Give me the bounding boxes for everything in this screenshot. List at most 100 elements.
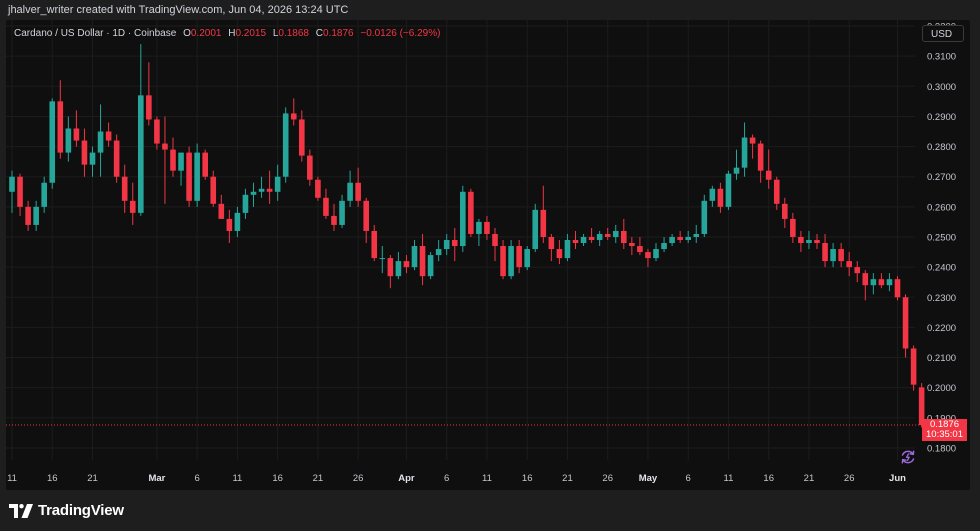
candle-body: [299, 119, 305, 156]
candle-body: [138, 95, 144, 213]
candle-body: [918, 387, 925, 426]
candle-body: [765, 170, 772, 180]
y-tick-label: 0.2400: [927, 263, 956, 274]
high-key: H: [228, 28, 236, 39]
candle-body: [572, 240, 579, 244]
candle-body: [492, 233, 498, 247]
candle-body: [315, 179, 321, 198]
candle-body: [387, 258, 394, 277]
candle-body: [894, 279, 901, 298]
x-tick-label: 21: [313, 473, 324, 484]
x-tick-label: 16: [47, 473, 58, 484]
x-tick-label: 26: [602, 473, 613, 484]
open-key: O: [183, 28, 191, 39]
chart-panel[interactable]: 0.1800 0.1900 0.2000 0.2100 0.2200 0.2300 0.24…: [6, 20, 970, 490]
x-tick-label: 21: [87, 473, 98, 484]
candle-body: [121, 176, 128, 201]
candle-body: [669, 236, 675, 244]
y-tick-label: 0.2600: [927, 202, 956, 213]
candle-body: [782, 203, 788, 219]
candlestick-chart[interactable]: 0.1800 0.1900 0.2000 0.2100 0.2200 0.2300 0.24…: [6, 20, 970, 490]
candle-body: [524, 249, 530, 268]
currency-button[interactable]: USD: [922, 25, 964, 42]
candle-body: [17, 176, 23, 207]
x-tick-label: 6: [444, 473, 449, 484]
candle-body: [460, 191, 466, 247]
low-key: L: [272, 28, 279, 39]
created-by-text: jhalver_writer created with TradingView.…: [8, 4, 349, 16]
candle-body: [653, 249, 659, 259]
candle-body: [395, 261, 402, 277]
candle-body: [870, 279, 877, 286]
candle-body: [500, 246, 506, 277]
x-tick-label: 16: [272, 473, 283, 484]
candle-body: [661, 243, 667, 250]
x-tick-label: 11: [232, 473, 242, 484]
x-tick-label: 11: [482, 473, 492, 484]
candle-body: [540, 209, 547, 237]
candle-body: [838, 249, 844, 262]
candle-body: [798, 236, 804, 244]
candle-body: [773, 179, 780, 204]
x-tick-label: Mar: [148, 473, 165, 484]
candle-body: [902, 297, 909, 349]
candle-body: [81, 140, 88, 165]
candle-body: [717, 188, 724, 207]
candle-body: [596, 233, 603, 240]
candle-body: [580, 236, 587, 244]
candle-body: [266, 188, 273, 192]
candle-body: [886, 279, 893, 286]
high-value: 0.2015: [235, 28, 267, 39]
candle-body: [323, 197, 329, 216]
candle-body: [371, 230, 378, 259]
candle-body: [814, 240, 820, 244]
candle-body: [427, 255, 434, 277]
x-tick-label: Apr: [398, 473, 415, 484]
candle-body: [685, 236, 691, 240]
y-tick-label: 0.3100: [927, 52, 956, 63]
x-tick-label: 21: [562, 473, 573, 484]
candle-body: [621, 230, 627, 244]
candle-body: [790, 218, 796, 237]
candle-body: [830, 249, 836, 262]
candle-body: [250, 191, 257, 195]
sync-icon[interactable]: [899, 448, 917, 466]
candle-body: [355, 182, 361, 201]
candle-body: [854, 267, 861, 274]
candle-body: [846, 261, 852, 268]
candle-body: [218, 203, 225, 219]
candle-body: [403, 261, 410, 268]
candle-body: [89, 152, 96, 165]
candle-body: [709, 188, 716, 201]
x-tick-label: 6: [195, 473, 200, 484]
candle-body: [210, 176, 217, 204]
candle-body: [419, 246, 426, 277]
candle-body: [290, 113, 297, 120]
candle-body: [451, 240, 458, 247]
candle-body: [97, 131, 104, 153]
candle-body: [226, 218, 233, 231]
bar-countdown: 10:35:01: [926, 429, 963, 441]
x-tick-label: 16: [522, 473, 533, 484]
candle-body: [113, 140, 120, 177]
candle-body: [878, 279, 885, 286]
candle-body: [749, 137, 756, 144]
top-bar: jhalver_writer created with TradingView.…: [0, 0, 980, 20]
candle-body: [274, 176, 281, 192]
tradingview-logo[interactable]: TradingView: [9, 502, 124, 519]
x-tick-label: 11: [7, 473, 17, 484]
candle-body: [162, 143, 168, 150]
candle-body: [33, 206, 39, 225]
y-tick-label: 0.2800: [927, 142, 956, 153]
candle-body: [339, 200, 345, 225]
candle-body: [170, 149, 176, 171]
y-tick-label: 0.2300: [927, 293, 956, 304]
candle-body: [862, 273, 869, 286]
candle-body: [645, 252, 651, 259]
candle-body: [129, 200, 136, 213]
candle-body: [548, 236, 555, 250]
candle-body: [282, 113, 289, 177]
candle-body: [57, 101, 64, 153]
candle-body: [733, 167, 740, 174]
change-value: −0.0126 (−6.29%): [360, 28, 441, 39]
